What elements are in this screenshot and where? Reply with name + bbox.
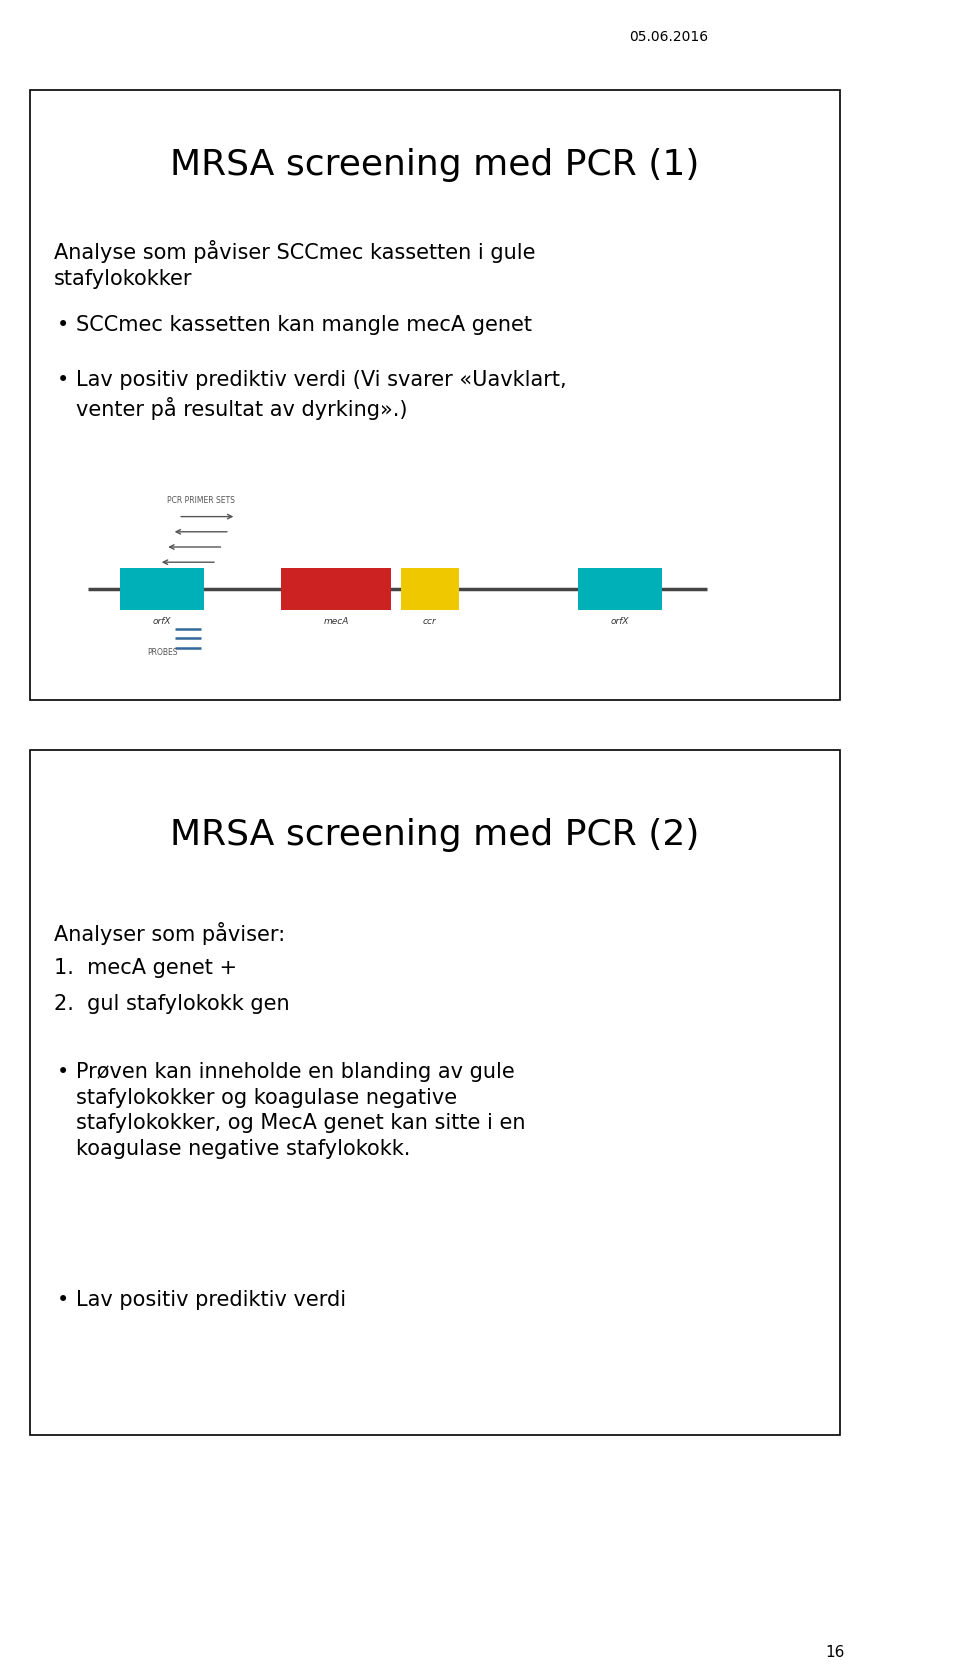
Bar [281, 568, 391, 610]
Text: 05.06.2016: 05.06.2016 [629, 30, 708, 44]
Text: MRSA screening med PCR (1): MRSA screening med PCR (1) [170, 148, 700, 181]
Text: mecA: mecA [324, 617, 348, 627]
Text: 2.  gul stafylokokk gen: 2. gul stafylokokk gen [54, 995, 290, 1015]
Bar [400, 568, 459, 610]
Text: PCR PRIMER SETS: PCR PRIMER SETS [167, 496, 234, 504]
Text: orfX: orfX [611, 617, 629, 627]
Text: •: • [57, 314, 69, 334]
Text: Analyser som påviser:: Analyser som påviser: [54, 922, 285, 944]
Text: Analyse som påviser SCCmec kassetten i gule
stafylokokker: Analyse som påviser SCCmec kassetten i g… [54, 240, 536, 289]
Bar [578, 568, 662, 610]
Text: 16: 16 [826, 1645, 845, 1660]
Text: Lav positiv prediktiv verdi (Vi svarer «Uavklart,
venter på resultat av dyrking»: Lav positiv prediktiv verdi (Vi svarer «… [76, 370, 566, 420]
Text: MRSA screening med PCR (2): MRSA screening med PCR (2) [170, 818, 700, 852]
Text: •: • [57, 370, 69, 390]
Text: SCCmec kassetten kan mangle mecA genet: SCCmec kassetten kan mangle mecA genet [76, 314, 532, 334]
Text: Prøven kan inneholde en blanding av gule
stafylokokker og koagulase negative
sta: Prøven kan inneholde en blanding av gule… [76, 1062, 525, 1159]
Text: 1.  mecA genet +: 1. mecA genet + [54, 958, 237, 978]
Bar [120, 568, 204, 610]
Text: Lav positiv prediktiv verdi: Lav positiv prediktiv verdi [76, 1290, 347, 1310]
Text: •: • [57, 1062, 69, 1082]
Text: ccr: ccr [422, 617, 437, 627]
Text: PROBES: PROBES [147, 648, 178, 657]
Text: orfX: orfX [153, 617, 171, 627]
Text: •: • [57, 1290, 69, 1310]
